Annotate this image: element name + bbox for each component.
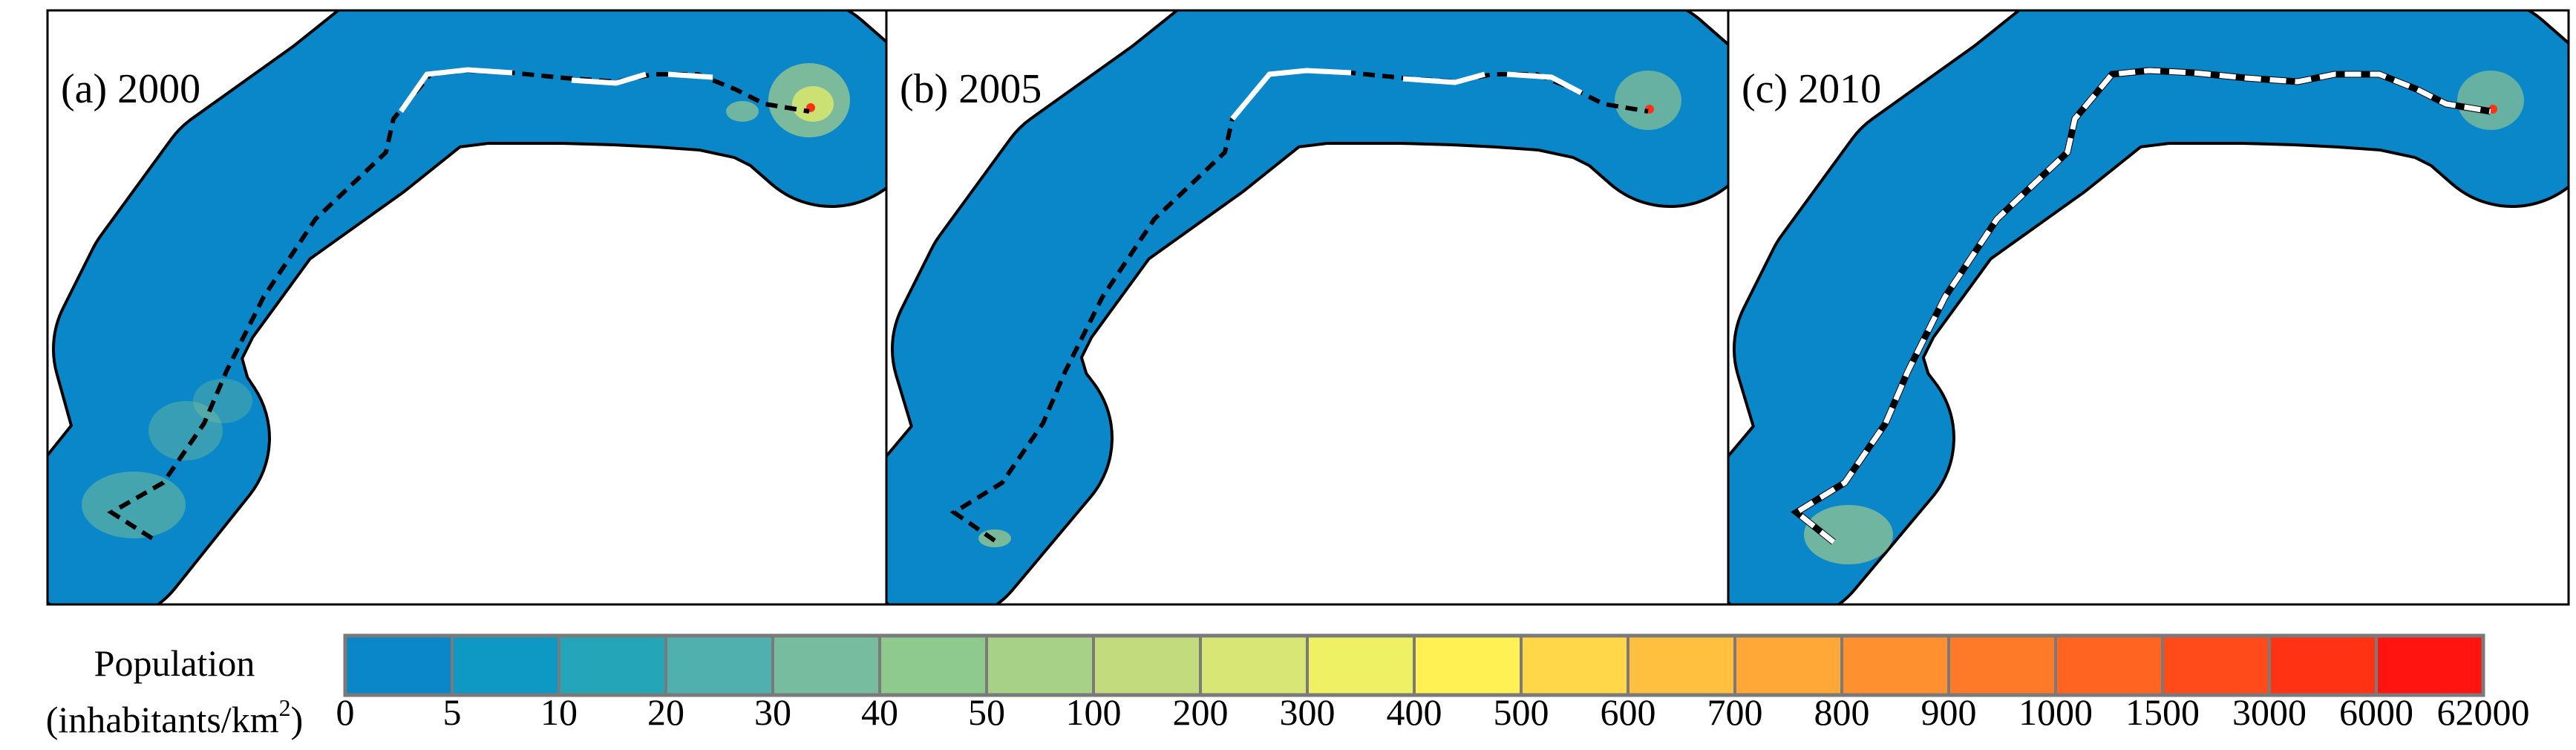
colorbar-tick-label: 900 <box>1920 691 1977 733</box>
colorbar-tick-label: 5 <box>442 691 462 733</box>
colorbar-swatch <box>1199 634 1309 697</box>
road-route <box>1791 67 2491 545</box>
panel-label-b: (b) 2005 <box>900 66 1042 112</box>
colorbar-swatch <box>1306 634 1416 697</box>
colorbar-swatch <box>451 634 560 697</box>
map-panel-b <box>886 10 1728 604</box>
map-panel-a <box>48 10 886 604</box>
colorbar-swatch <box>878 634 988 697</box>
corridor-buffer <box>48 10 886 604</box>
colorbar-tick-label: 6000 <box>2339 691 2413 733</box>
colorbar-tick-label: 62000 <box>2436 691 2530 733</box>
panel-label-c: (c) 2010 <box>1742 66 1882 112</box>
colorbar-swatch <box>1413 634 1523 697</box>
colorbar-swatch <box>2054 634 2164 697</box>
colorbar-swatch <box>2268 634 2378 697</box>
colorbar-tick-label: 1000 <box>2018 691 2093 733</box>
colorbar-tick-label: 100 <box>1065 691 1122 733</box>
legend-title-line2: (inhabitants/km2) <box>45 694 304 740</box>
population-hotspots <box>82 63 850 538</box>
corridor-buffer <box>1728 10 2569 604</box>
colorbar-swatch <box>1092 634 1202 697</box>
colorbar-swatch <box>2161 634 2271 697</box>
colorbar-swatch <box>2375 634 2485 697</box>
colorbar-tick-label: 10 <box>540 691 578 733</box>
colorbar-tick-label: 200 <box>1172 691 1229 733</box>
colorbar <box>344 634 2485 697</box>
colorbar-tick-label: 30 <box>754 691 791 733</box>
colorbar-tick-label: 800 <box>1814 691 1870 733</box>
colorbar-swatch <box>771 634 881 697</box>
colorbar-tick-label: 50 <box>968 691 1005 733</box>
colorbar-frame <box>343 633 2485 697</box>
colorbar-swatch <box>1733 634 1843 697</box>
population-hotspots <box>1804 71 2524 564</box>
colorbar-tick-label: 500 <box>1493 691 1549 733</box>
colorbar-swatch <box>1520 634 1629 697</box>
colorbar-swatch <box>344 634 454 697</box>
colorbar-tick-label: 3000 <box>2232 691 2307 733</box>
colorbar-swatch <box>985 634 1095 697</box>
colorbar-tick-label: 400 <box>1386 691 1442 733</box>
legend-title: Population (inhabitants/km2) <box>0 635 349 748</box>
colorbar-swatch <box>1627 634 1736 697</box>
road-route <box>107 67 810 541</box>
colorbar-tick-label: 20 <box>647 691 684 733</box>
panel-label-a: (a) 2000 <box>61 66 201 112</box>
colorbar-swatch <box>664 634 774 697</box>
colorbar-tick-label: 700 <box>1707 691 1763 733</box>
colorbar-tick-label: 1500 <box>2125 691 2200 733</box>
colorbar-swatch <box>1947 634 2057 697</box>
panel-frame-c <box>1727 9 2570 606</box>
colorbar-tick-label: 40 <box>861 691 898 733</box>
map-panel-c <box>1728 10 2569 604</box>
colorbar-swatch <box>1840 634 1950 697</box>
colorbar-tick-label: 300 <box>1279 691 1336 733</box>
corridor-buffer <box>886 10 1728 604</box>
colorbar-tick-label: 600 <box>1600 691 1656 733</box>
road-route <box>949 68 1649 543</box>
colorbar-tick-label: 0 <box>336 691 355 733</box>
colorbar-swatch <box>558 634 667 697</box>
legend-title-line1: Population <box>94 642 255 684</box>
